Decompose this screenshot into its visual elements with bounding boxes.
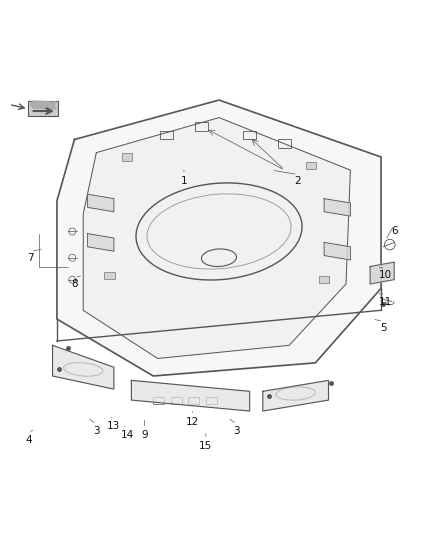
Text: 10: 10 xyxy=(379,270,392,280)
Text: 8: 8 xyxy=(71,279,78,289)
FancyBboxPatch shape xyxy=(319,276,329,283)
Polygon shape xyxy=(131,381,250,411)
Text: 3: 3 xyxy=(93,426,100,436)
FancyBboxPatch shape xyxy=(28,101,58,116)
Text: 11: 11 xyxy=(379,296,392,306)
Text: 2: 2 xyxy=(294,176,301,186)
Polygon shape xyxy=(53,345,114,389)
Polygon shape xyxy=(370,262,394,284)
FancyBboxPatch shape xyxy=(122,154,132,160)
Text: 1: 1 xyxy=(180,176,187,186)
Text: 14: 14 xyxy=(120,430,134,440)
Text: 7: 7 xyxy=(27,253,34,263)
FancyBboxPatch shape xyxy=(306,162,316,169)
Polygon shape xyxy=(31,101,57,109)
Text: 3: 3 xyxy=(233,426,240,436)
Polygon shape xyxy=(88,194,114,212)
Text: 5: 5 xyxy=(380,323,387,333)
Polygon shape xyxy=(83,118,350,359)
Polygon shape xyxy=(263,381,328,411)
Text: 9: 9 xyxy=(141,430,148,440)
Text: 13: 13 xyxy=(107,422,120,431)
Polygon shape xyxy=(324,199,350,216)
Text: 12: 12 xyxy=(186,417,199,427)
FancyBboxPatch shape xyxy=(104,272,115,279)
Text: 6: 6 xyxy=(391,227,398,237)
Polygon shape xyxy=(324,243,350,260)
Polygon shape xyxy=(28,102,50,113)
Text: 15: 15 xyxy=(199,441,212,451)
Text: 4: 4 xyxy=(25,434,32,445)
Polygon shape xyxy=(57,100,381,376)
Polygon shape xyxy=(88,233,114,251)
